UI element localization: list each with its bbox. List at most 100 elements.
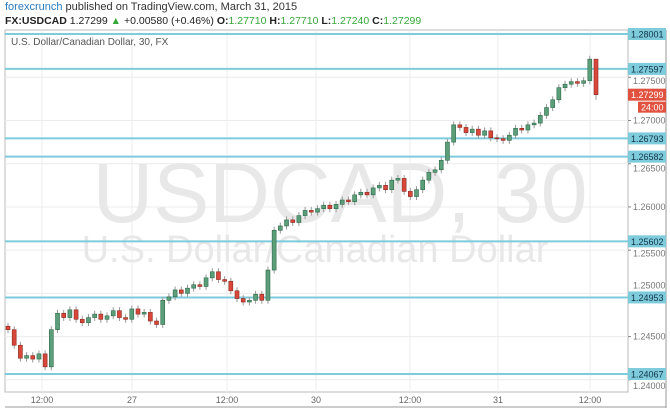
countdown-label: 24:00 xyxy=(641,103,664,113)
candle xyxy=(346,199,351,203)
candle xyxy=(73,309,79,320)
candle xyxy=(420,179,425,190)
candle xyxy=(401,178,407,192)
x-tick-label: 12:00 xyxy=(31,395,54,405)
up-arrow-icon: ▲ xyxy=(110,15,122,27)
candle xyxy=(451,124,456,143)
candle xyxy=(240,298,246,303)
candle xyxy=(247,299,252,303)
candle xyxy=(315,208,320,213)
candle xyxy=(265,269,271,301)
open-value: 1.27710 xyxy=(228,15,267,27)
candle xyxy=(537,115,543,124)
y-tick-label: 1.25500 xyxy=(633,248,666,258)
level-label: 1.28001 xyxy=(631,30,664,40)
candle xyxy=(432,169,438,173)
candle xyxy=(129,308,135,320)
candle xyxy=(358,191,364,196)
candle xyxy=(117,310,122,318)
x-tick-label: 12:00 xyxy=(399,395,422,405)
candle xyxy=(11,329,17,346)
x-tick-label: 12:00 xyxy=(579,395,602,405)
candle xyxy=(160,299,166,325)
candle xyxy=(587,58,593,82)
candle xyxy=(18,344,23,359)
candle xyxy=(426,172,432,181)
candle xyxy=(581,80,586,84)
candle xyxy=(197,284,203,287)
candle xyxy=(148,312,153,322)
candle xyxy=(469,128,475,133)
candle xyxy=(36,353,42,360)
candle xyxy=(166,296,172,301)
candle xyxy=(55,312,60,330)
candle xyxy=(185,287,190,294)
x-tick-label: 31 xyxy=(493,395,503,405)
candle xyxy=(408,191,413,197)
candle xyxy=(395,178,401,181)
candle xyxy=(327,204,333,209)
candle xyxy=(308,210,314,213)
candle xyxy=(203,277,209,287)
candle xyxy=(463,127,469,133)
watermark-name: U.S. Dollar/Canadian Dollar xyxy=(82,229,549,271)
y-tick-label: 1.27500 xyxy=(633,76,666,86)
candle xyxy=(445,141,450,161)
level-label-bg xyxy=(628,291,666,304)
candle xyxy=(550,99,555,108)
candle xyxy=(457,124,463,128)
candle xyxy=(507,134,512,141)
publish-info: forexcrunch published on TradingView.com… xyxy=(5,1,297,13)
candle xyxy=(92,313,97,318)
candle xyxy=(49,329,54,368)
candle xyxy=(568,81,574,85)
quote-bar: FX:USDCAD 1.27299 ▲ +0.00580 (+0.46%) O:… xyxy=(5,15,421,27)
candle xyxy=(383,185,388,190)
level-label-bg xyxy=(628,150,666,163)
y-tick-label: 1.27000 xyxy=(633,116,666,126)
candle xyxy=(352,194,357,203)
y-tick-label: 1.26000 xyxy=(633,202,666,212)
candle xyxy=(67,309,73,318)
candle xyxy=(290,219,296,223)
candle xyxy=(179,289,184,294)
level-label-bg xyxy=(628,235,666,248)
y-tick-label: 1.24000 xyxy=(633,381,666,391)
candle xyxy=(556,87,562,101)
candle xyxy=(259,293,265,301)
level-label-bg xyxy=(628,132,666,145)
candle xyxy=(513,127,518,136)
author-link[interactable]: forexcrunch xyxy=(5,1,63,13)
candle xyxy=(575,81,580,84)
y-tick-label: 1.26500 xyxy=(633,164,666,174)
candle xyxy=(284,219,289,227)
chart-title: U.S. Dollar/Canadian Dollar, 30, FX xyxy=(11,37,169,48)
candle xyxy=(414,189,419,197)
symbol: FX:USDCAD xyxy=(5,15,67,27)
last-price: 1.27299 xyxy=(69,15,108,27)
candle xyxy=(222,279,227,282)
x-tick-label: 12:00 xyxy=(216,395,239,405)
level-label: 1.24953 xyxy=(631,293,664,303)
candle xyxy=(377,185,382,189)
level-label: 1.27597 xyxy=(631,64,664,74)
close-label: C: xyxy=(372,15,384,27)
change: +0.00580 (+0.46%) xyxy=(123,15,214,27)
candle xyxy=(278,225,283,231)
candle xyxy=(135,308,141,315)
candle xyxy=(321,204,326,209)
x-tick-label: 30 xyxy=(311,395,321,405)
candle xyxy=(104,315,110,320)
level-label-bg xyxy=(628,28,666,40)
candle xyxy=(123,317,128,320)
candle xyxy=(494,137,500,140)
candle xyxy=(333,204,339,209)
candle xyxy=(500,138,506,141)
candle xyxy=(370,187,376,196)
candle xyxy=(86,317,91,324)
candle xyxy=(5,325,11,330)
candle xyxy=(593,58,599,95)
candle xyxy=(172,289,178,298)
low-label: L: xyxy=(321,15,332,27)
